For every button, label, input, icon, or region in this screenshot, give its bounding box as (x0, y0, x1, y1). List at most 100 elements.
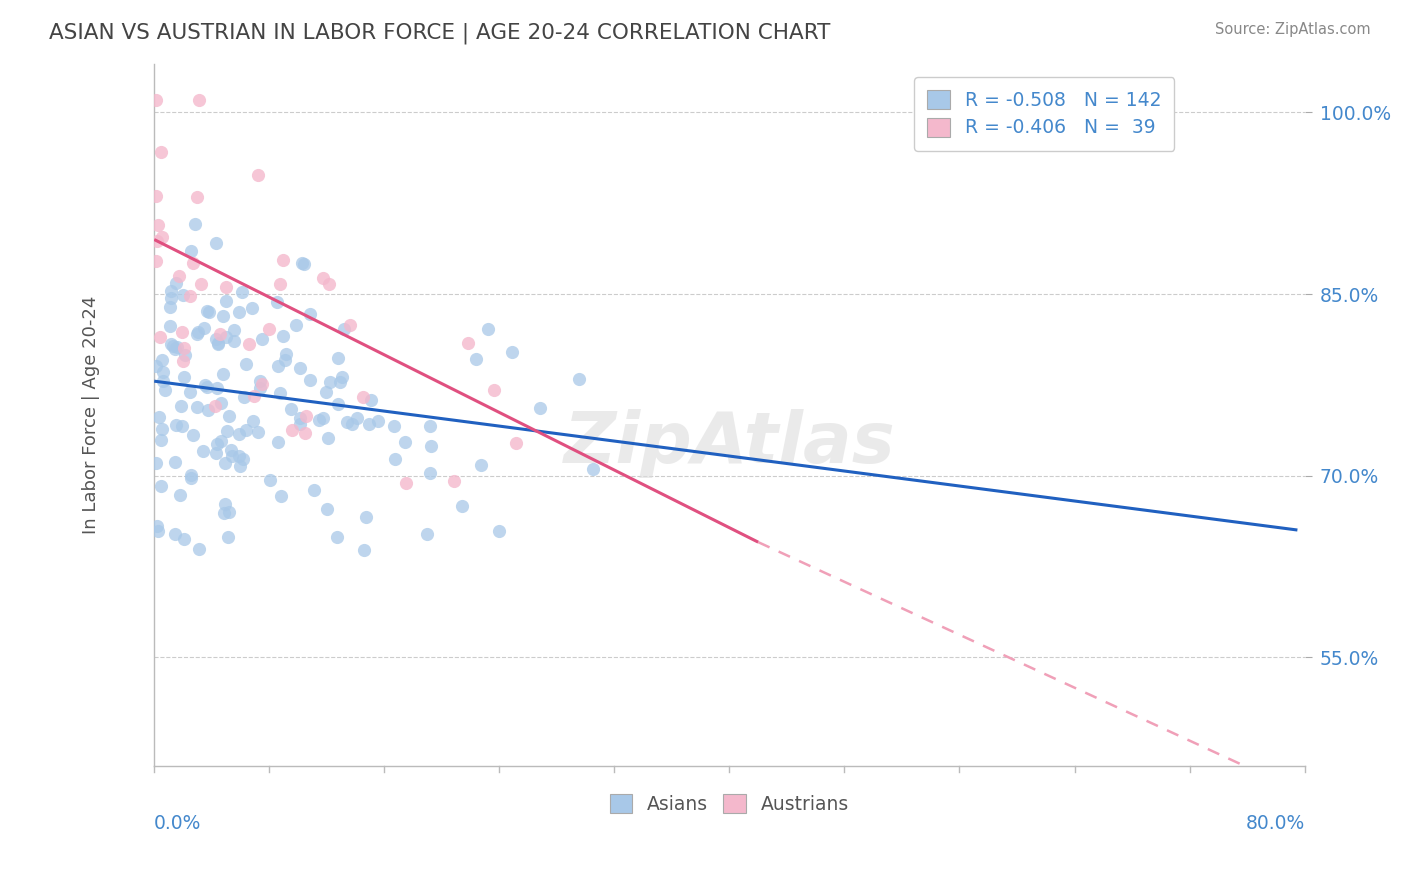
Point (207, 336, 229, 351)
Point (235, 357, 257, 371)
Point (159, 337, 181, 351)
Point (152, 374, 174, 388)
Point (240, 301, 263, 315)
Point (181, 255, 204, 269)
Point (215, 424, 238, 438)
Point (228, 427, 250, 442)
Point (477, 321, 499, 335)
Point (298, 373, 321, 387)
Point (172, 354, 194, 368)
Point (173, 342, 195, 356)
Point (243, 389, 266, 403)
Point (186, 189, 208, 203)
Point (271, 252, 294, 267)
Point (419, 466, 441, 480)
Point (336, 415, 359, 429)
Point (273, 329, 295, 343)
Point (162, 339, 184, 353)
Point (198, 305, 221, 319)
Point (318, 277, 340, 291)
Point (184, 217, 207, 231)
Point (267, 435, 290, 450)
Point (197, 403, 219, 417)
Point (339, 318, 361, 332)
Point (231, 285, 253, 300)
Point (316, 502, 339, 516)
Point (217, 530, 239, 544)
Point (163, 527, 186, 541)
Point (149, 329, 172, 343)
Point (353, 542, 375, 557)
Point (315, 384, 337, 399)
Point (266, 295, 288, 310)
Point (165, 418, 187, 433)
Point (360, 393, 382, 408)
Point (186, 327, 208, 342)
Point (207, 335, 229, 350)
Point (330, 370, 353, 384)
Point (276, 347, 298, 361)
Point (205, 446, 228, 460)
Point (159, 284, 181, 298)
Point (259, 474, 281, 488)
Point (395, 475, 418, 490)
Point (170, 418, 193, 433)
Point (180, 471, 202, 485)
Point (451, 499, 474, 513)
Point (270, 489, 292, 503)
Point (187, 94, 209, 108)
Point (342, 417, 364, 432)
Point (170, 325, 193, 339)
Point (155, 383, 177, 397)
Point (169, 399, 191, 413)
Point (212, 506, 235, 520)
Point (165, 276, 187, 290)
Point (312, 270, 335, 285)
Point (419, 439, 441, 453)
Point (308, 413, 330, 427)
Point (149, 434, 172, 448)
Point (159, 300, 181, 314)
Point (211, 309, 233, 323)
Point (501, 345, 523, 359)
Point (257, 322, 280, 336)
Point (224, 334, 246, 349)
Point (302, 483, 325, 498)
Point (326, 351, 349, 366)
Point (267, 359, 290, 373)
Point (215, 330, 238, 344)
Point (188, 541, 211, 556)
Point (246, 168, 269, 182)
Text: ASIAN VS AUSTRIAN IN LABOR FORCE | AGE 20-24 CORRELATION CHART: ASIAN VS AUSTRIAN IN LABOR FORCE | AGE 2… (49, 22, 831, 44)
Point (465, 352, 488, 367)
Point (194, 377, 217, 392)
Point (249, 374, 271, 388)
Point (159, 318, 181, 333)
Point (150, 145, 173, 159)
Point (179, 289, 201, 303)
Point (582, 462, 605, 476)
Point (382, 419, 405, 434)
Point (419, 418, 441, 433)
Point (298, 307, 321, 321)
Point (326, 396, 349, 410)
Point (280, 402, 302, 417)
Text: ZipAtlas: ZipAtlas (564, 409, 896, 477)
Point (218, 505, 240, 519)
Point (470, 458, 492, 472)
Point (235, 423, 257, 437)
Point (169, 488, 191, 502)
Point (173, 370, 195, 384)
Point (212, 367, 235, 381)
Point (204, 235, 226, 250)
Point (232, 452, 254, 467)
Point (269, 277, 291, 292)
Point (197, 304, 219, 318)
Point (146, 524, 169, 538)
Point (290, 360, 312, 375)
Point (333, 322, 356, 336)
Point (205, 380, 228, 394)
Point (209, 396, 232, 410)
Point (242, 414, 264, 428)
Legend: Asians, Austrians: Asians, Austrians (600, 785, 859, 823)
